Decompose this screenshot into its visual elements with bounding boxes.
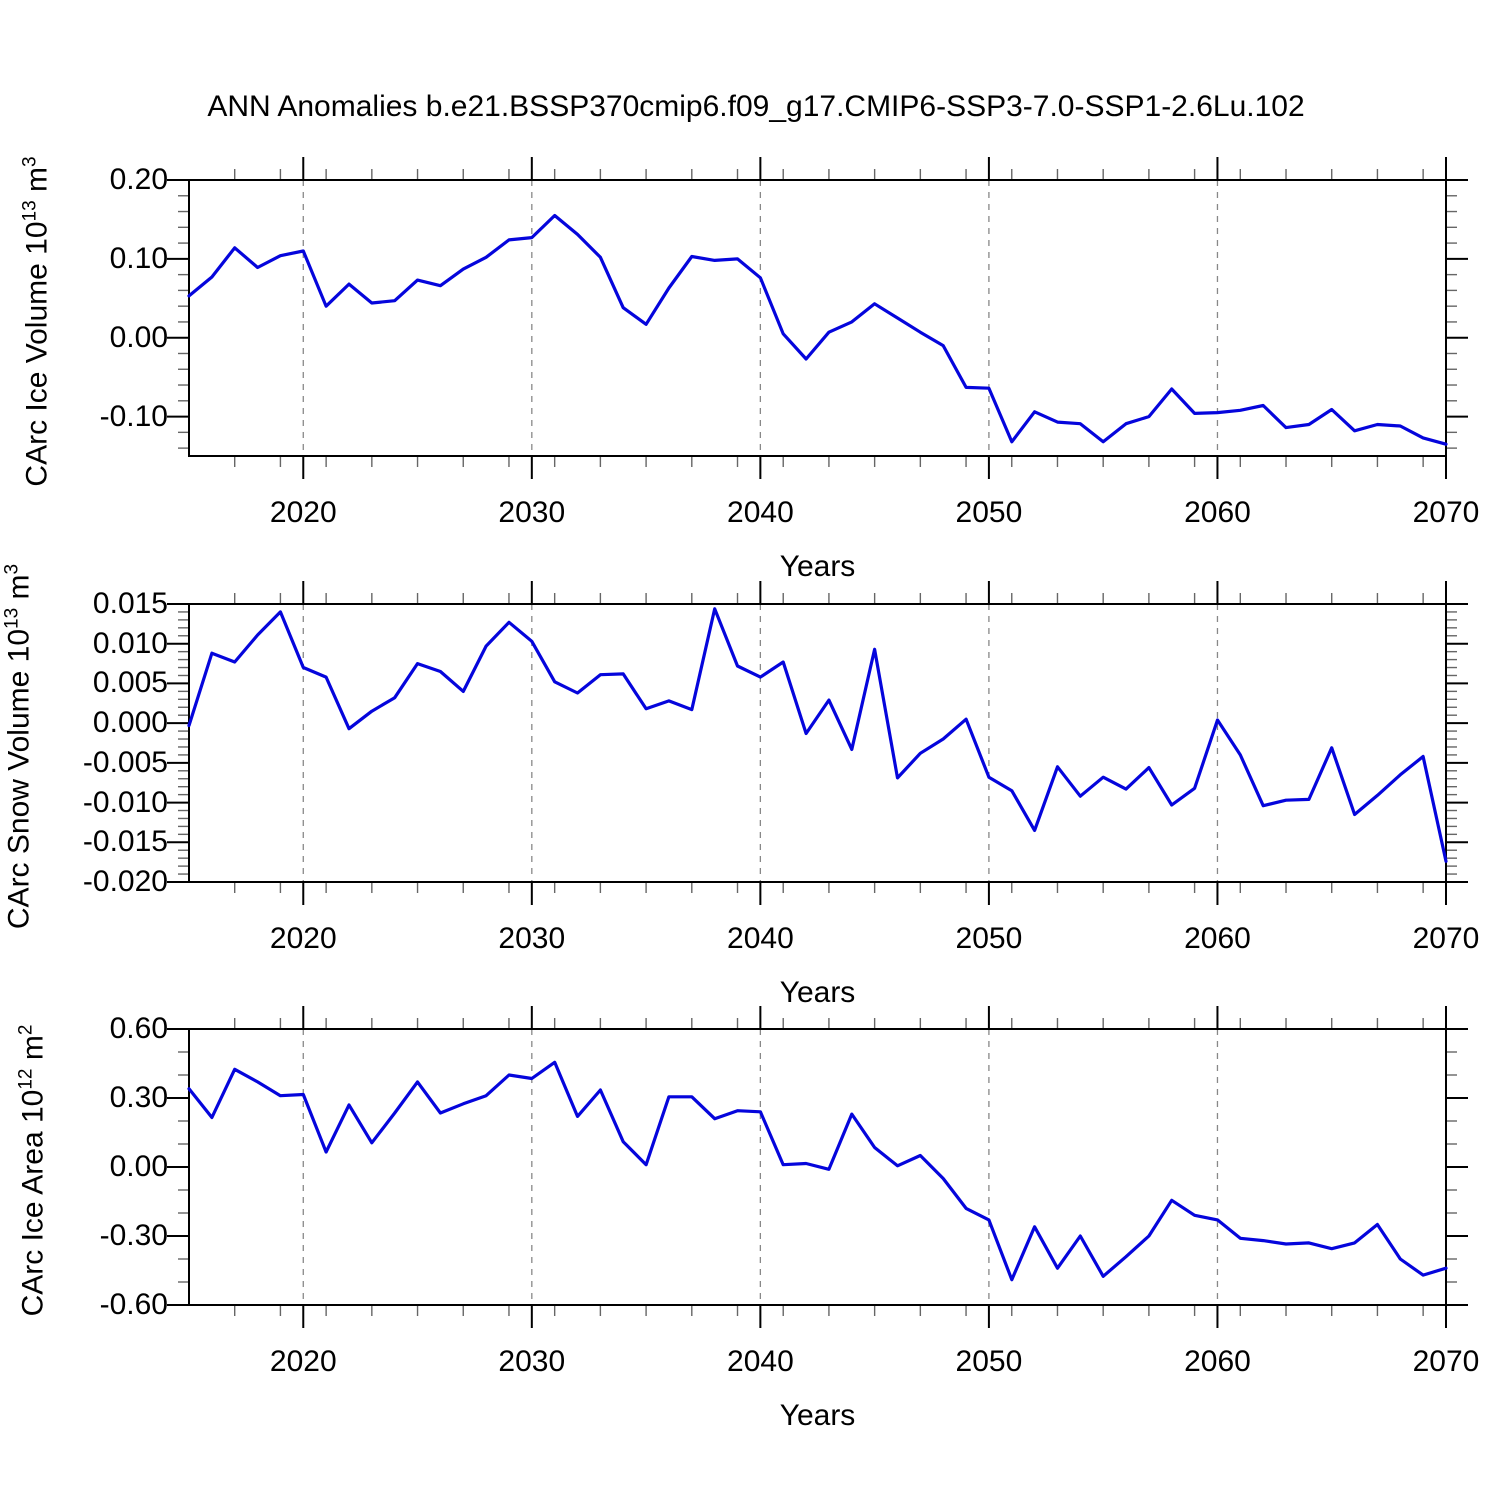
line-series <box>187 607 1448 863</box>
x-tick-label: 2030 <box>498 922 566 955</box>
x-tick-label: 2060 <box>1184 496 1251 529</box>
panel-frame <box>188 179 1447 457</box>
y-tick-label: -0.015 <box>82 825 168 859</box>
x-tick-label: 2050 <box>955 496 1023 529</box>
y-tick-label: -0.60 <box>99 1288 168 1321</box>
x-axis-title: Years <box>779 550 856 583</box>
y-tick-label: 0.015 <box>92 587 168 620</box>
page-title: ANN Anomalies b.e21.BSSP370cmip6.f09_g17… <box>207 90 1305 123</box>
y-tick-label: 0.005 <box>92 666 168 700</box>
x-tick-label: 2070 <box>1412 922 1480 955</box>
y-tick-label: -0.30 <box>99 1219 168 1252</box>
panel-frame <box>188 1028 1447 1306</box>
y-tick-label: 0.10 <box>109 241 168 275</box>
x-tick-label: 2020 <box>269 922 337 955</box>
line-series <box>187 213 1448 446</box>
y-tick-label: 0.010 <box>92 626 168 660</box>
y-tick-label: -0.020 <box>82 865 168 898</box>
x-tick-label: 2050 <box>955 1345 1023 1378</box>
x-tick-label: 2070 <box>1412 1345 1480 1378</box>
x-tick-label: 2060 <box>1184 922 1251 955</box>
y-tick-label: 0.00 <box>109 320 168 354</box>
x-tick-label: 2060 <box>1184 1345 1251 1378</box>
y-axis-title: CArc Snow Volume 1013 m3 <box>1 563 36 930</box>
line-series <box>187 1060 1448 1282</box>
y-tick-label: -0.010 <box>82 785 168 819</box>
y-tick-label: 0.30 <box>109 1081 168 1114</box>
x-tick-label: 2030 <box>498 1345 566 1378</box>
x-axis-title: Years <box>779 1399 856 1432</box>
x-tick-label: 2070 <box>1412 496 1480 529</box>
y-tick-label: -0.10 <box>99 399 168 433</box>
panel-frame <box>188 603 1447 883</box>
y-tick-label: 0.20 <box>109 163 168 196</box>
x-tick-label: 2040 <box>727 1345 794 1378</box>
y-axis-title: CArc Ice Volume 1013 m3 <box>19 156 54 487</box>
x-tick-label: 2030 <box>498 496 566 529</box>
x-axis-title: Years <box>779 976 856 1009</box>
x-tick-label: 2040 <box>727 496 794 529</box>
y-tick-label: -0.005 <box>82 745 168 779</box>
y-axis-title: CArc Ice Area 1012 m2 <box>15 1024 50 1317</box>
y-tick-label: 0.000 <box>92 706 168 740</box>
x-tick-label: 2020 <box>269 496 337 529</box>
y-tick-label: 0.00 <box>109 1150 168 1183</box>
x-tick-label: 2050 <box>955 922 1023 955</box>
y-tick-label: 0.60 <box>109 1012 168 1045</box>
x-tick-label: 2040 <box>727 922 794 955</box>
x-tick-label: 2020 <box>269 1345 337 1378</box>
